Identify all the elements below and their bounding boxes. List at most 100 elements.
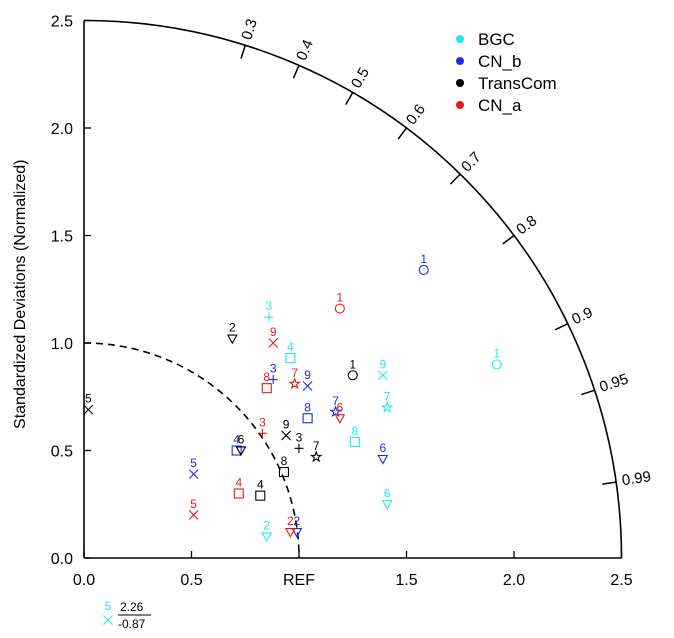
- point-label: 6: [384, 486, 391, 500]
- correlation-tick: [502, 234, 515, 245]
- correlation-ticks: 0.3 0.4 0.5 0.6 0.7 0.8 0.9 0.95 0.99: [238, 17, 652, 489]
- point-label: 1: [337, 291, 344, 305]
- correlation-label: 0.8: [513, 212, 540, 238]
- data-point: 6: [334, 400, 346, 424]
- y-tick-label: 1.5: [51, 229, 73, 246]
- point-marker: [334, 414, 346, 424]
- point-label: 3: [270, 362, 277, 376]
- data-point: 1: [418, 252, 429, 275]
- point-marker: [291, 528, 303, 538]
- correlation-label: 0.95: [597, 371, 630, 396]
- legend-label: TransCom: [478, 74, 557, 93]
- point-marker: [235, 446, 247, 457]
- data-point: 7: [329, 394, 342, 418]
- point-label: 8: [263, 370, 270, 384]
- point-marker: [347, 370, 358, 381]
- point-label: 7: [384, 390, 391, 404]
- data-point: 8: [302, 400, 313, 424]
- point-marker: [261, 383, 272, 394]
- correlation-label: 0.7: [458, 149, 485, 176]
- correlation-tick: [581, 389, 595, 396]
- data-point: 2: [291, 514, 303, 538]
- point-marker: [377, 454, 389, 465]
- correlation-tick: [292, 65, 300, 79]
- point-label: 2: [229, 321, 236, 335]
- point-label: 2: [263, 519, 270, 533]
- point-marker: [83, 404, 94, 415]
- point-marker: [302, 381, 313, 391]
- y-axis-label: Standardized Deviations (Normalized): [12, 160, 29, 429]
- point-marker: [288, 377, 302, 390]
- point-marker: [255, 490, 266, 501]
- point-marker: [103, 615, 113, 625]
- point-label: 8: [304, 400, 311, 414]
- point-label: 7: [291, 366, 298, 380]
- data-point: 4: [233, 476, 244, 499]
- point-label: 3: [259, 415, 266, 429]
- point-marker: [491, 359, 502, 370]
- data-point: 6: [381, 486, 393, 510]
- data-point: 9: [302, 368, 313, 391]
- data-point: 2: [284, 514, 296, 538]
- correlation-tick: [240, 45, 246, 59]
- correlation-tick: [602, 481, 617, 485]
- point-label: 1: [493, 347, 500, 361]
- point-marker: [334, 303, 345, 314]
- point-marker: [329, 405, 342, 418]
- data-point: 1: [491, 347, 502, 370]
- correlation-tick: [345, 92, 354, 106]
- legend-swatch: [456, 35, 464, 43]
- correlation-tick: [554, 323, 569, 331]
- correlation-tick: [397, 127, 408, 140]
- point-label: 1: [349, 357, 356, 371]
- data-point: 6: [377, 441, 389, 465]
- data-point: 5: [188, 456, 199, 480]
- point-marker: [285, 352, 296, 364]
- x-tick-label: REF: [283, 572, 315, 589]
- point-label: 2: [287, 514, 294, 528]
- data-point: 6: [235, 433, 247, 457]
- point-marker: [380, 400, 394, 413]
- data-point: 4: [255, 478, 266, 501]
- y-tick-label: 2.5: [51, 14, 73, 31]
- point-marker: [309, 450, 323, 463]
- x-tick-label: 1.5: [395, 572, 417, 589]
- point-marker: [268, 375, 278, 385]
- x-tick-label: 2.5: [610, 572, 632, 589]
- data-point: 1: [334, 291, 345, 314]
- outlier-note: 5 2.26 -0.87: [103, 599, 151, 631]
- point-marker: [377, 370, 388, 381]
- legend-swatch: [456, 57, 464, 65]
- data-point: 4: [285, 340, 296, 364]
- correlation-label: 0.5: [348, 65, 373, 92]
- y-tick-label: 0.0: [51, 551, 73, 568]
- data-point: 3: [268, 362, 278, 385]
- point-marker: [257, 428, 267, 438]
- legend-entry: TransCom: [456, 74, 557, 93]
- point-marker: [188, 510, 199, 520]
- point-label: 8: [281, 454, 288, 468]
- correlation-label: 0.99: [621, 468, 652, 489]
- point-label: 9: [270, 325, 277, 339]
- point-marker: [188, 469, 199, 480]
- point-label: 4: [235, 476, 242, 490]
- outlier-std: 2.26: [120, 600, 144, 614]
- point-label: 8: [352, 424, 359, 438]
- point-label: 9: [380, 357, 387, 371]
- data-point: 8: [261, 370, 272, 394]
- legend: BGC CN_b TransCom CN_a: [456, 30, 557, 115]
- reference-arc: [83, 342, 300, 559]
- legend-swatch: [456, 101, 464, 109]
- point-marker: [294, 443, 304, 453]
- data-point: 1: [347, 357, 358, 381]
- data-point: 2: [261, 519, 273, 543]
- point-label: 7: [332, 394, 339, 408]
- x-tick-label: 0.0: [73, 572, 95, 589]
- data-point: 8: [349, 424, 360, 447]
- legend-entry: CN_b: [456, 52, 521, 71]
- y-tick-label: 0.5: [51, 444, 73, 461]
- point-marker: [302, 413, 313, 424]
- data-point: 8: [278, 454, 290, 478]
